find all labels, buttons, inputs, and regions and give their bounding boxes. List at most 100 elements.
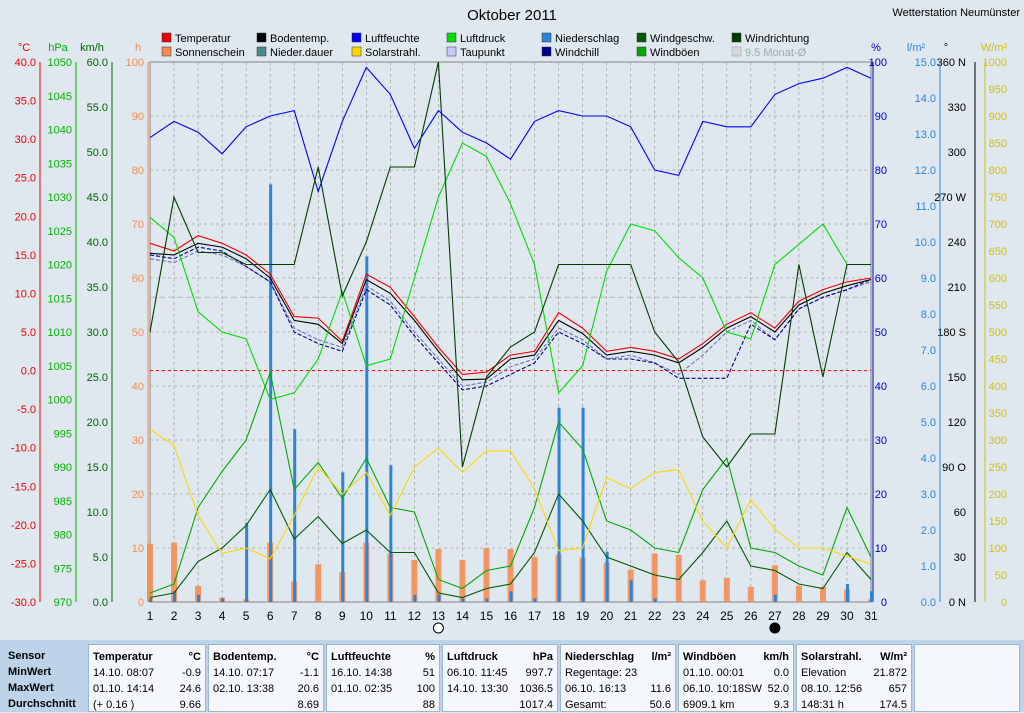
x-tick-label: 29 <box>816 609 830 623</box>
stat-value: -1.1 <box>300 667 319 679</box>
stat-row: 08.10. 12:56 657 <box>801 681 907 697</box>
x-tick-label: 23 <box>672 609 686 623</box>
bar-sonnenschein <box>483 548 490 602</box>
bar-niederschlag <box>269 184 273 602</box>
legend-label: Niederschlag <box>555 33 619 45</box>
axis-tick-wind: 45.0 <box>87 192 108 204</box>
stat-when: 14.10. 08:07 <box>93 667 155 679</box>
weather-chart: Oktober 2011 Wetterstation Neumünster Te… <box>10 7 1021 634</box>
bar-sonnenschein <box>195 585 202 602</box>
x-tick-label: 24 <box>696 609 710 623</box>
axis-tick-rain: 6.0 <box>921 381 936 393</box>
x-tick-label: 3 <box>195 609 202 623</box>
legend-label: Taupunkt <box>460 47 505 59</box>
row-label: Durchschnitt <box>8 698 76 710</box>
axis-tick-hum: 60 <box>875 273 887 285</box>
axis-tick-solar: 0 <box>1001 597 1007 609</box>
axis-tick-dir: 180 S <box>937 327 966 339</box>
legend-label: Luftdruck <box>460 33 506 45</box>
stat-value: 997.7 <box>525 667 553 679</box>
legend-swatch <box>161 32 172 43</box>
axis-tick-solar: 850 <box>989 138 1007 150</box>
axis-tick-hum: 70 <box>875 219 887 231</box>
axis-tick-hum: 30 <box>875 435 887 447</box>
axis-tick-temp: 35.0 <box>15 96 36 108</box>
stat-when: 01.10. 00:01 <box>683 667 745 679</box>
stat-row: 88 <box>331 697 435 713</box>
legend-swatch <box>256 46 267 57</box>
stat-cell: Temperatur °C 14.10. 08:07 -0.9 01.10. 14:14… <box>88 644 206 712</box>
axis-tick-temp: -5.0 <box>17 404 36 416</box>
stat-row: (+ 0.16 ) 9.66 <box>93 697 201 713</box>
x-tick-label: 26 <box>744 609 758 623</box>
axis-tick-sun: 30 <box>132 435 144 447</box>
row-label: MaxWert <box>8 682 54 694</box>
stat-when: 06.10. 11:45 <box>447 667 508 679</box>
bar-niederschlag <box>629 580 633 602</box>
stat-value: 24.6 <box>179 683 201 695</box>
axis-tick-rain: 12.0 <box>915 165 936 177</box>
legend-swatch <box>541 46 552 57</box>
legend-swatch <box>161 46 172 57</box>
axis-tick-solar: 700 <box>989 219 1007 231</box>
axis-tick-temp: -30.0 <box>11 597 36 609</box>
bar-sonnenschein <box>651 553 658 602</box>
stat-when: 6909.1 km <box>683 699 735 711</box>
axis-tick-wind: 35.0 <box>87 282 108 294</box>
stat-cell: Solarstrahl. W/m² Elevation 21.872 08.10. 12… <box>796 644 912 712</box>
bar-niederschlag <box>845 584 849 602</box>
moon-new-icon <box>432 622 444 634</box>
axis-tick-rain: 4.0 <box>921 453 936 465</box>
stat-when: Regentage: 23 <box>565 667 638 679</box>
legend-label: Sonnenschein <box>175 47 245 59</box>
axis-tick-solar: 800 <box>989 165 1007 177</box>
axis-tick-temp: 25.0 <box>15 173 36 185</box>
axis-tick-solar: 300 <box>989 435 1007 447</box>
stat-title: Niederschlag l/m² <box>565 651 671 663</box>
legend-swatch <box>636 46 647 57</box>
bar-niederschlag <box>773 594 777 602</box>
bar-series <box>147 184 874 602</box>
axis-tick-press: 1030 <box>48 192 72 204</box>
axis-unit-wind: km/h <box>80 42 104 54</box>
axis-tick-rain: 5.0 <box>921 417 936 429</box>
stat-when: 06.10. 10:18SW <box>683 683 762 695</box>
x-tick-label: 7 <box>291 609 298 623</box>
axis-tick-press: 980 <box>54 530 72 542</box>
moon-full-icon <box>769 622 781 634</box>
bar-niederschlag <box>413 594 417 602</box>
stat-row: Gesamt: 50.6 <box>565 697 671 713</box>
bar-sonnenschein <box>771 565 778 602</box>
bar-niederschlag <box>437 594 441 602</box>
axis-tick-wind: 50.0 <box>87 147 108 159</box>
axis-tick-dir: 330 <box>948 102 966 114</box>
line-taupunkt <box>149 250 872 387</box>
bar-sonnenschein <box>507 549 514 602</box>
axis-tick-press: 1050 <box>48 57 72 69</box>
axis-tick-wind: 60.0 <box>87 57 108 69</box>
axis-tick-temp: -10.0 <box>11 443 36 455</box>
legend-swatch <box>351 46 362 57</box>
axis-tick-dir: 210 <box>948 282 966 294</box>
stat-cell: Niederschlag l/m² Regentage: 23 06.10. 16:1… <box>560 644 676 712</box>
axes: °C 40.0 35.0 30.0 25.0 20.0 15.0 10.0 5.0 0.0 -5.0… <box>11 42 1008 609</box>
stat-title: Temperatur °C <box>93 651 201 663</box>
axis-tick-solar: 150 <box>989 516 1007 528</box>
axis-tick-press: 970 <box>54 597 72 609</box>
axis-tick-hum: 100 <box>869 57 887 69</box>
axis-tick-hum: 80 <box>875 165 887 177</box>
axis-tick-sun: 60 <box>132 273 144 285</box>
legend-label: Bodentemp. <box>270 33 329 45</box>
axis-tick-wind: 0.0 <box>93 597 108 609</box>
stat-when: Gesamt: <box>565 699 607 711</box>
axis-tick-rain: 14.0 <box>915 93 936 105</box>
axis-unit-dir: ° <box>944 42 948 54</box>
axis-tick-solar: 750 <box>989 192 1007 204</box>
stat-row: 14.10. 07:17 -1.1 <box>213 665 319 681</box>
bar-sonnenschein <box>531 557 538 602</box>
axis-tick-solar: 650 <box>989 246 1007 258</box>
line-series <box>149 61 872 599</box>
axis-tick-rain: 0.0 <box>921 597 936 609</box>
axis-tick-solar: 550 <box>989 300 1007 312</box>
x-tick-label: 8 <box>315 609 322 623</box>
